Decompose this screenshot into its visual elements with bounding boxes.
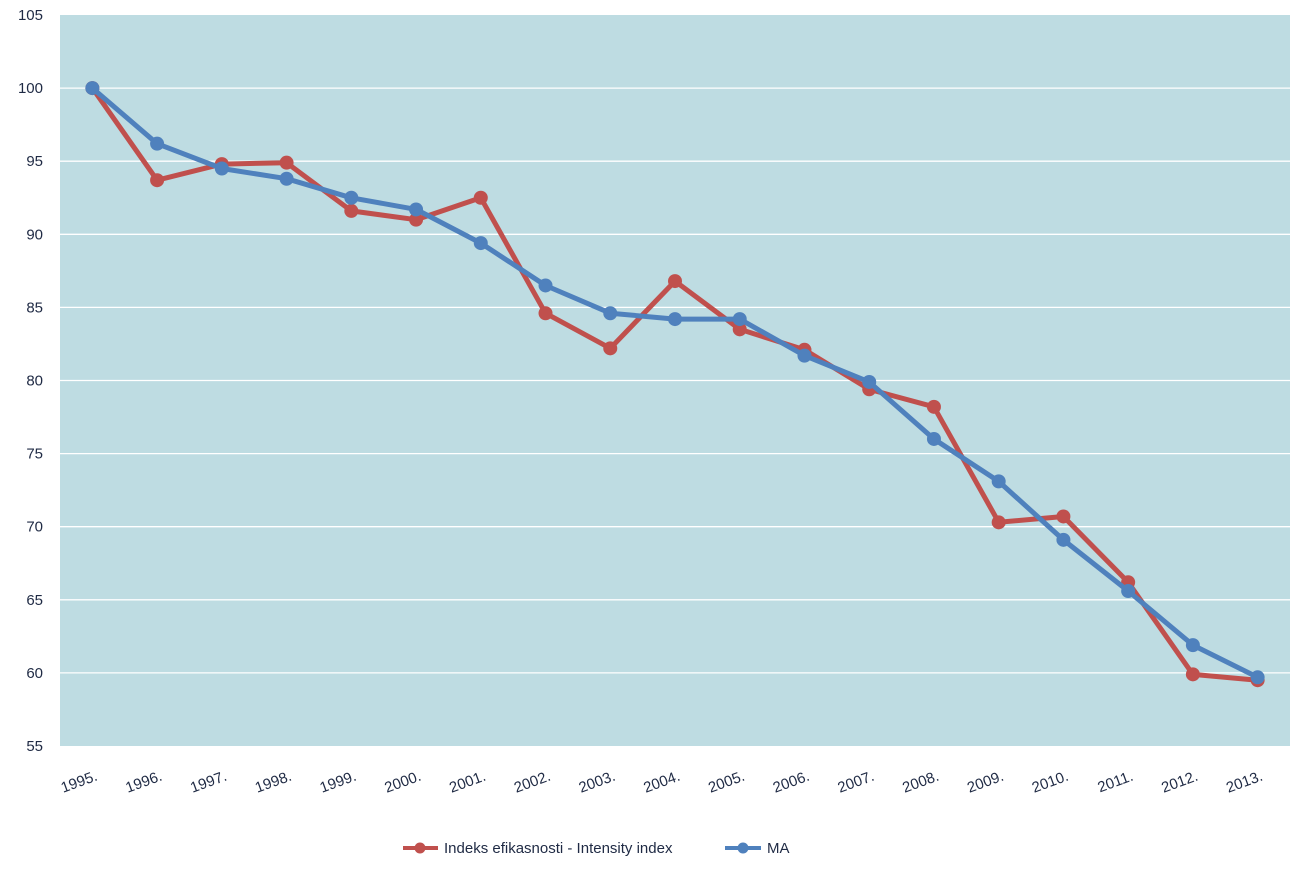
x-tick-label: 1999. [318, 768, 359, 797]
data-point-series-2 [926, 431, 941, 446]
data-point-series-1 [279, 155, 294, 170]
data-point-series-2 [279, 171, 294, 186]
x-tick-label: 2011. [1095, 768, 1135, 796]
data-point-series-2 [1250, 670, 1265, 685]
data-point-series-1 [473, 190, 488, 205]
data-point-series-1 [926, 399, 941, 414]
data-point-series-1 [1056, 509, 1071, 524]
y-tick-label: 85 [26, 299, 43, 316]
y-tick-label: 65 [26, 592, 43, 609]
x-tick-label: 2012. [1159, 768, 1200, 797]
series-lines [85, 81, 1265, 688]
data-point-series-2 [344, 190, 359, 205]
data-point-series-2 [668, 312, 682, 327]
data-point-series-2 [797, 348, 812, 363]
legend-swatch-marker-series-2 [737, 842, 749, 854]
x-tick-label: 2013. [1224, 768, 1265, 797]
y-tick-label: 90 [26, 226, 43, 243]
x-tick-label: 2003. [577, 768, 618, 797]
data-point-series-2 [150, 136, 165, 151]
x-tick-label: 1998. [253, 768, 294, 797]
data-point-series-1 [668, 274, 682, 289]
legend-item-series-1: Indeks efikasnosti - Intensity index [403, 840, 673, 857]
y-tick-label: 80 [26, 373, 43, 390]
data-point-series-1 [1185, 667, 1200, 682]
data-point-series-2 [214, 161, 229, 176]
y-axis-tick-labels: 55 60 65 70 75 80 85 90 95 100 105 [18, 7, 43, 755]
y-tick-label: 95 [26, 153, 43, 170]
x-tick-label: 2002. [512, 768, 553, 797]
data-point-series-1 [538, 306, 553, 321]
y-tick-label: 70 [26, 519, 43, 536]
data-point-series-1 [150, 173, 165, 188]
data-point-series-1 [603, 341, 618, 356]
x-tick-label: 2006. [771, 768, 812, 797]
data-point-series-2 [862, 374, 877, 389]
legend-label-series-2: MA [767, 840, 790, 857]
x-tick-label: 2000. [382, 768, 423, 797]
data-point-series-2 [409, 202, 424, 217]
legend: Indeks efikasnosti - Intensity index MA [403, 840, 790, 857]
x-tick-label: 2010. [1030, 768, 1071, 797]
data-point-series-2 [1056, 532, 1071, 547]
x-tick-label: 2007. [835, 768, 876, 797]
x-tick-label: 1995. [59, 768, 100, 797]
data-point-series-2 [85, 81, 100, 96]
data-point-series-2 [1121, 584, 1136, 599]
y-tick-label: 55 [26, 738, 43, 755]
data-point-series-2 [1185, 638, 1200, 653]
y-tick-label: 75 [26, 446, 43, 463]
data-point-series-2 [473, 236, 488, 251]
data-point-series-1 [344, 203, 359, 218]
x-tick-label: 2009. [965, 768, 1006, 797]
x-tick-label: 2008. [900, 768, 941, 797]
y-tick-label: 105 [18, 7, 43, 24]
x-axis-tick-labels: 1995. 1996. 1997. 1998. 1999. 2000. 2001. 2002.… [59, 768, 1265, 797]
legend-label-series-1: Indeks efikasnosti - Intensity index [444, 840, 673, 857]
legend-swatch-marker-series-1 [414, 842, 426, 854]
x-tick-label: 2001. [447, 768, 488, 797]
data-point-series-1 [409, 212, 424, 227]
data-point-series-1 [732, 322, 747, 337]
x-tick-label: 2005. [706, 768, 747, 797]
x-tick-label: 2004. [641, 768, 682, 797]
legend-item-series-2: MA [725, 840, 790, 857]
data-point-series-2 [732, 312, 747, 327]
y-tick-label: 100 [18, 80, 43, 97]
x-tick-label: 1996. [123, 768, 164, 797]
data-point-series-1 [991, 515, 1006, 530]
data-point-series-2 [603, 306, 618, 321]
data-point-series-2 [991, 474, 1006, 489]
y-tick-label: 60 [26, 665, 43, 682]
data-point-series-2 [538, 278, 553, 293]
x-tick-label: 1997. [188, 768, 229, 797]
